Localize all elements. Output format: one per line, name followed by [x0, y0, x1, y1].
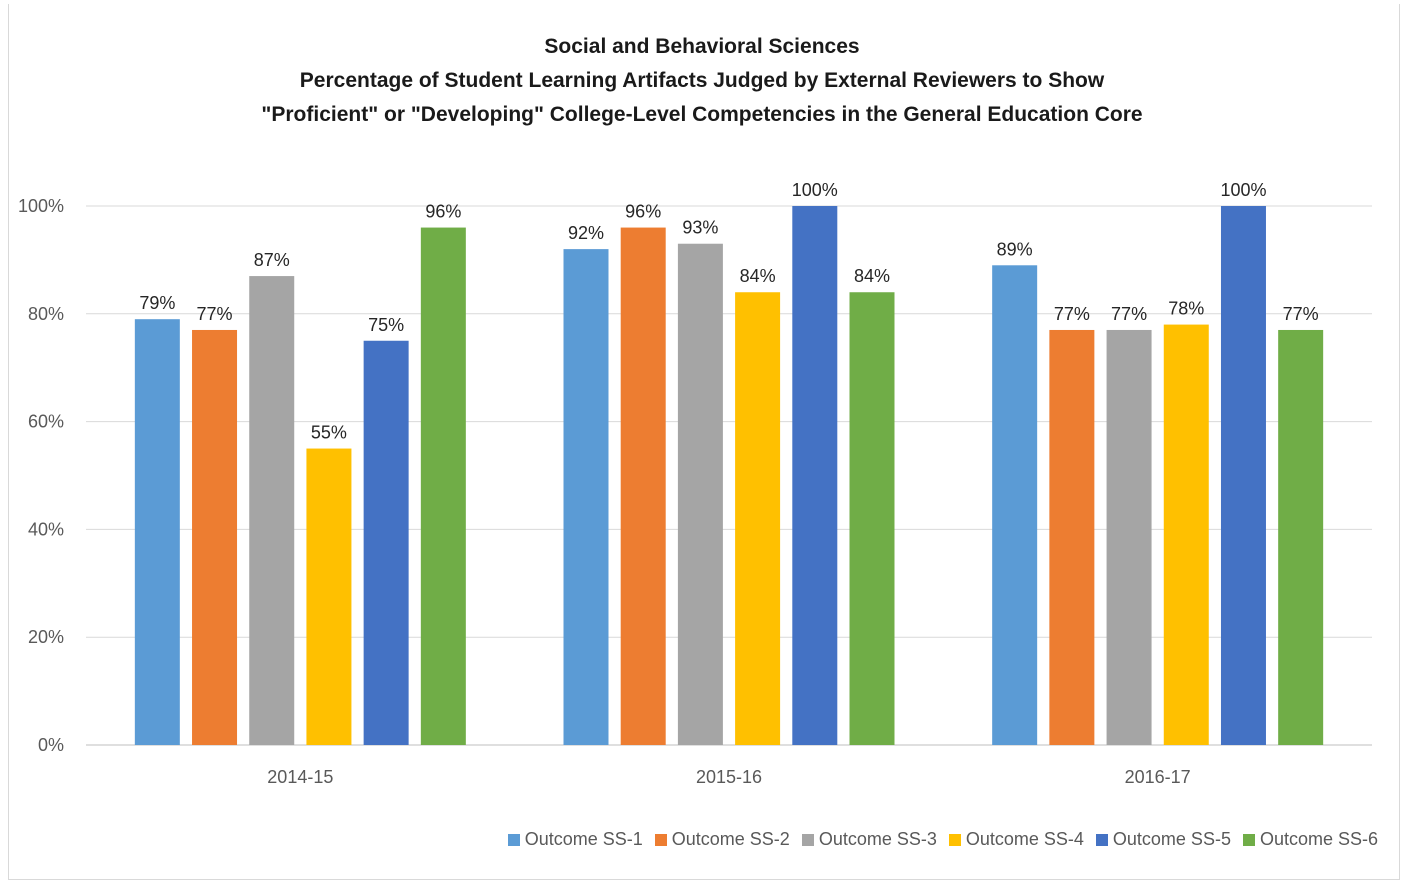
- legend-item: Outcome SS-4: [948, 829, 1084, 850]
- legend-item: Outcome SS-3: [801, 829, 937, 850]
- legend-swatch: [1095, 833, 1108, 846]
- bar-outcome-ss-3-2015-16: [677, 243, 723, 746]
- y-tick-label: 60%: [28, 412, 64, 432]
- bar-outcome-ss-1-2016-17: [992, 265, 1038, 745]
- bar-outcome-ss-5-2015-16: [792, 206, 838, 745]
- legend-swatch: [654, 833, 667, 846]
- data-label: 77%: [1111, 304, 1147, 324]
- chart-title-line-3: "Proficient" or "Developing" College-Lev…: [261, 103, 1143, 126]
- data-label: 78%: [1168, 299, 1204, 319]
- chart-title-line-1: Social and Behavioral Sciences: [544, 35, 860, 58]
- legend-item: Outcome SS-1: [507, 829, 643, 850]
- data-label: 96%: [625, 202, 661, 222]
- data-label: 96%: [425, 202, 461, 222]
- legend-swatch: [507, 833, 520, 846]
- legend-label: Outcome SS-5: [1112, 829, 1231, 849]
- data-label: 55%: [311, 423, 347, 443]
- data-label: 77%: [197, 304, 233, 324]
- x-tick-label: 2016-17: [1125, 767, 1191, 787]
- bar-outcome-ss-4-2014-15: [306, 448, 352, 745]
- data-label: 84%: [740, 266, 776, 286]
- legend-label: Outcome SS-3: [818, 829, 937, 849]
- bar-outcome-ss-4-2015-16: [735, 292, 781, 745]
- data-label: 92%: [568, 223, 604, 243]
- data-label: 77%: [1283, 304, 1319, 324]
- data-label: 100%: [1220, 180, 1266, 200]
- chart-title-line-2: Percentage of Student Learning Artifacts…: [299, 69, 1105, 92]
- bar-chart-plot: 0% 20% 40% 60% 80% 100% 79% 77% 87% 55% 75% 96% 2014…: [18, 180, 1372, 787]
- legend-label: Outcome SS-4: [965, 829, 1084, 849]
- legend-item: Outcome SS-5: [1095, 829, 1231, 850]
- legend-label: Outcome SS-6: [1259, 829, 1378, 849]
- chart-title: Social and Behavioral Sciences Percentag…: [0, 30, 1404, 132]
- bar-outcome-ss-6-2014-15: [420, 227, 466, 745]
- x-tick-label: 2015-16: [696, 767, 762, 787]
- bar-outcome-ss-2-2014-15: [192, 329, 238, 745]
- y-tick-label: 0%: [38, 735, 64, 755]
- bar-outcome-ss-5-2014-15: [363, 340, 409, 745]
- y-tick-label: 20%: [28, 627, 64, 647]
- data-label: 87%: [254, 250, 290, 270]
- legend-item: Outcome SS-6: [1242, 829, 1378, 850]
- bar-outcome-ss-1-2015-16: [563, 249, 609, 745]
- legend-label: Outcome SS-2: [671, 829, 790, 849]
- legend-label: Outcome SS-1: [524, 829, 643, 849]
- bar-outcome-ss-5-2016-17: [1220, 206, 1266, 745]
- bar-outcome-ss-6-2015-16: [849, 292, 895, 745]
- legend-swatch: [801, 833, 814, 846]
- legend-swatch: [948, 833, 961, 846]
- bar-outcome-ss-2-2016-17: [1049, 329, 1095, 745]
- bar-outcome-ss-1-2014-15: [134, 319, 180, 745]
- bar-outcome-ss-2-2015-16: [620, 227, 666, 745]
- bar-outcome-ss-3-2016-17: [1106, 329, 1152, 745]
- data-label: 77%: [1054, 304, 1090, 324]
- data-label: 79%: [139, 293, 175, 313]
- data-label: 89%: [997, 239, 1033, 259]
- y-tick-label: 100%: [18, 196, 64, 216]
- chart-legend: Outcome SS-1 Outcome SS-2 Outcome SS-3 Outc…: [0, 829, 1404, 850]
- bar-outcome-ss-6-2016-17: [1278, 329, 1324, 745]
- data-label: 93%: [682, 218, 718, 238]
- legend-swatch: [1242, 833, 1255, 846]
- legend-item: Outcome SS-2: [654, 829, 790, 850]
- data-label: 84%: [854, 266, 890, 286]
- chart-frame: [8, 4, 1400, 880]
- data-label: 75%: [368, 315, 404, 335]
- bar-outcome-ss-3-2014-15: [249, 276, 295, 745]
- x-tick-label: 2014-15: [267, 767, 333, 787]
- y-tick-label: 80%: [28, 304, 64, 324]
- bar-outcome-ss-4-2016-17: [1163, 324, 1209, 745]
- y-tick-label: 40%: [28, 519, 64, 539]
- data-label: 100%: [792, 180, 838, 200]
